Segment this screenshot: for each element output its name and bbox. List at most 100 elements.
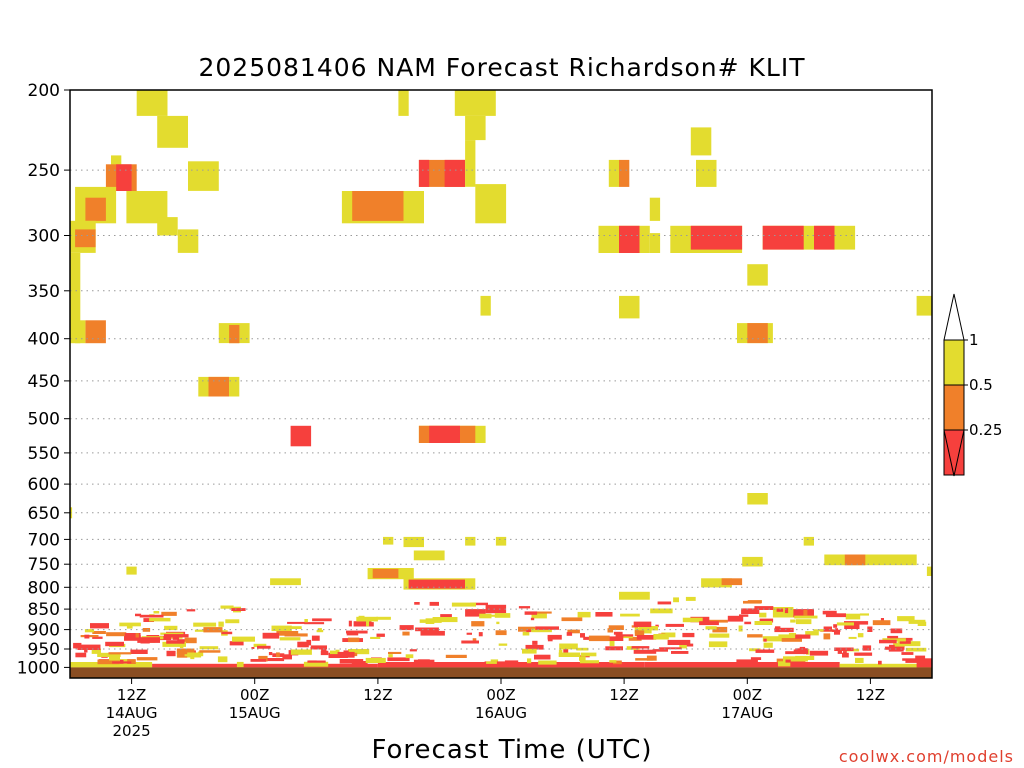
y-tick-label: 550 <box>28 444 60 464</box>
ri-cell <box>839 663 932 668</box>
ri-streak <box>486 661 497 664</box>
ri-streak <box>530 611 552 614</box>
ri-streak <box>282 654 292 660</box>
y-tick-label: 900 <box>28 621 60 641</box>
ri-streak <box>579 656 586 661</box>
ri-cell <box>85 320 106 344</box>
ri-streak <box>890 628 903 634</box>
ri-cell <box>747 493 768 505</box>
ri-streak <box>429 601 439 606</box>
ri-streak <box>618 635 633 639</box>
y-tick-label: 1000 <box>17 658 60 678</box>
ri-streak <box>580 633 585 638</box>
ri-streak <box>778 661 791 667</box>
ri-streak <box>813 629 827 632</box>
ri-cell <box>383 536 394 545</box>
y-axis-ticks: 200 250 300 350 400 450 500 550 600 650 700 750 8008… <box>17 81 70 678</box>
ri-streak <box>888 649 904 652</box>
ri-streak <box>646 655 657 661</box>
ri-streak <box>788 633 797 636</box>
y-tick-label: 850 <box>28 600 60 620</box>
ri-streak <box>218 621 224 627</box>
ri-streak <box>833 624 838 628</box>
ri-streak <box>348 637 360 643</box>
ri-streak <box>902 658 916 661</box>
ri-streak <box>727 615 744 622</box>
ri-streak <box>532 640 538 645</box>
ri-streak <box>276 631 299 636</box>
ri-streak <box>530 617 535 621</box>
ri-streak <box>312 618 332 622</box>
ri-streak <box>376 633 385 637</box>
ri-cell <box>157 115 188 148</box>
ri-cell <box>619 295 640 319</box>
ri-streak <box>402 631 410 636</box>
credit-text: coolwx.com/models <box>839 747 1014 766</box>
ri-streak <box>673 597 679 603</box>
ri-streak <box>166 650 176 657</box>
ri-streak <box>857 633 864 638</box>
ri-cell <box>644 662 840 668</box>
ri-streak <box>776 658 784 663</box>
ri-streak <box>184 637 197 644</box>
ri-streak <box>880 618 884 622</box>
ri-streak <box>844 621 869 625</box>
ri-cell <box>480 295 491 316</box>
ri-streak <box>376 616 391 620</box>
ri-cell <box>465 609 486 617</box>
ri-streak <box>778 634 802 641</box>
ri-streak <box>834 647 854 651</box>
x-tick-label: 16AUG <box>475 704 527 722</box>
ri-streak <box>478 632 483 637</box>
ri-streak <box>747 634 763 638</box>
ri-streak <box>279 637 301 641</box>
ri-streak <box>755 649 775 653</box>
y-tick-label: 300 <box>28 227 60 247</box>
ri-cell <box>111 155 122 166</box>
ri-streak <box>496 621 500 625</box>
ri-streak <box>803 610 808 616</box>
ri-streak <box>310 646 327 650</box>
ri-streak <box>844 623 860 629</box>
ri-streak <box>754 621 773 625</box>
ri-streak <box>650 608 673 614</box>
ri-cell <box>844 554 866 566</box>
ri-streak <box>707 619 728 623</box>
y-tick-label: 450 <box>28 372 60 392</box>
ri-streak <box>220 605 234 609</box>
ri-streak <box>106 632 127 637</box>
ri-streak <box>567 629 580 634</box>
ri-streak <box>135 613 142 617</box>
ri-streak <box>633 621 652 627</box>
ri-streak <box>793 649 806 653</box>
ri-streak <box>531 612 547 619</box>
y-tick-label: 500 <box>28 410 60 430</box>
ri-streak <box>97 659 120 665</box>
colorbar-high-extension <box>943 293 965 341</box>
ri-cell <box>475 184 507 224</box>
ri-streak <box>304 622 325 625</box>
ri-streak <box>738 625 743 632</box>
ri-streak <box>161 611 177 616</box>
ri-streak <box>652 649 668 652</box>
ri-streak <box>763 638 767 642</box>
ri-streak <box>365 657 386 663</box>
ri-streak <box>194 629 209 632</box>
ri-streak <box>759 612 767 618</box>
ri-streak <box>665 623 684 627</box>
ri-streak <box>225 619 240 624</box>
y-tick-label: 600 <box>28 475 60 495</box>
ri-streak <box>351 661 368 667</box>
ri-streak <box>842 651 847 657</box>
ri-cell <box>116 164 132 191</box>
ri-cell <box>352 191 404 221</box>
ri-streak <box>424 628 438 634</box>
ri-streak <box>884 646 905 650</box>
ri-streak <box>127 659 136 664</box>
ri-streak <box>217 656 228 663</box>
ri-streak <box>547 634 562 640</box>
ri-streak <box>776 608 784 612</box>
y-tick-label: 950 <box>28 640 60 660</box>
ri-streak <box>905 647 927 652</box>
ri-streak <box>762 636 788 642</box>
